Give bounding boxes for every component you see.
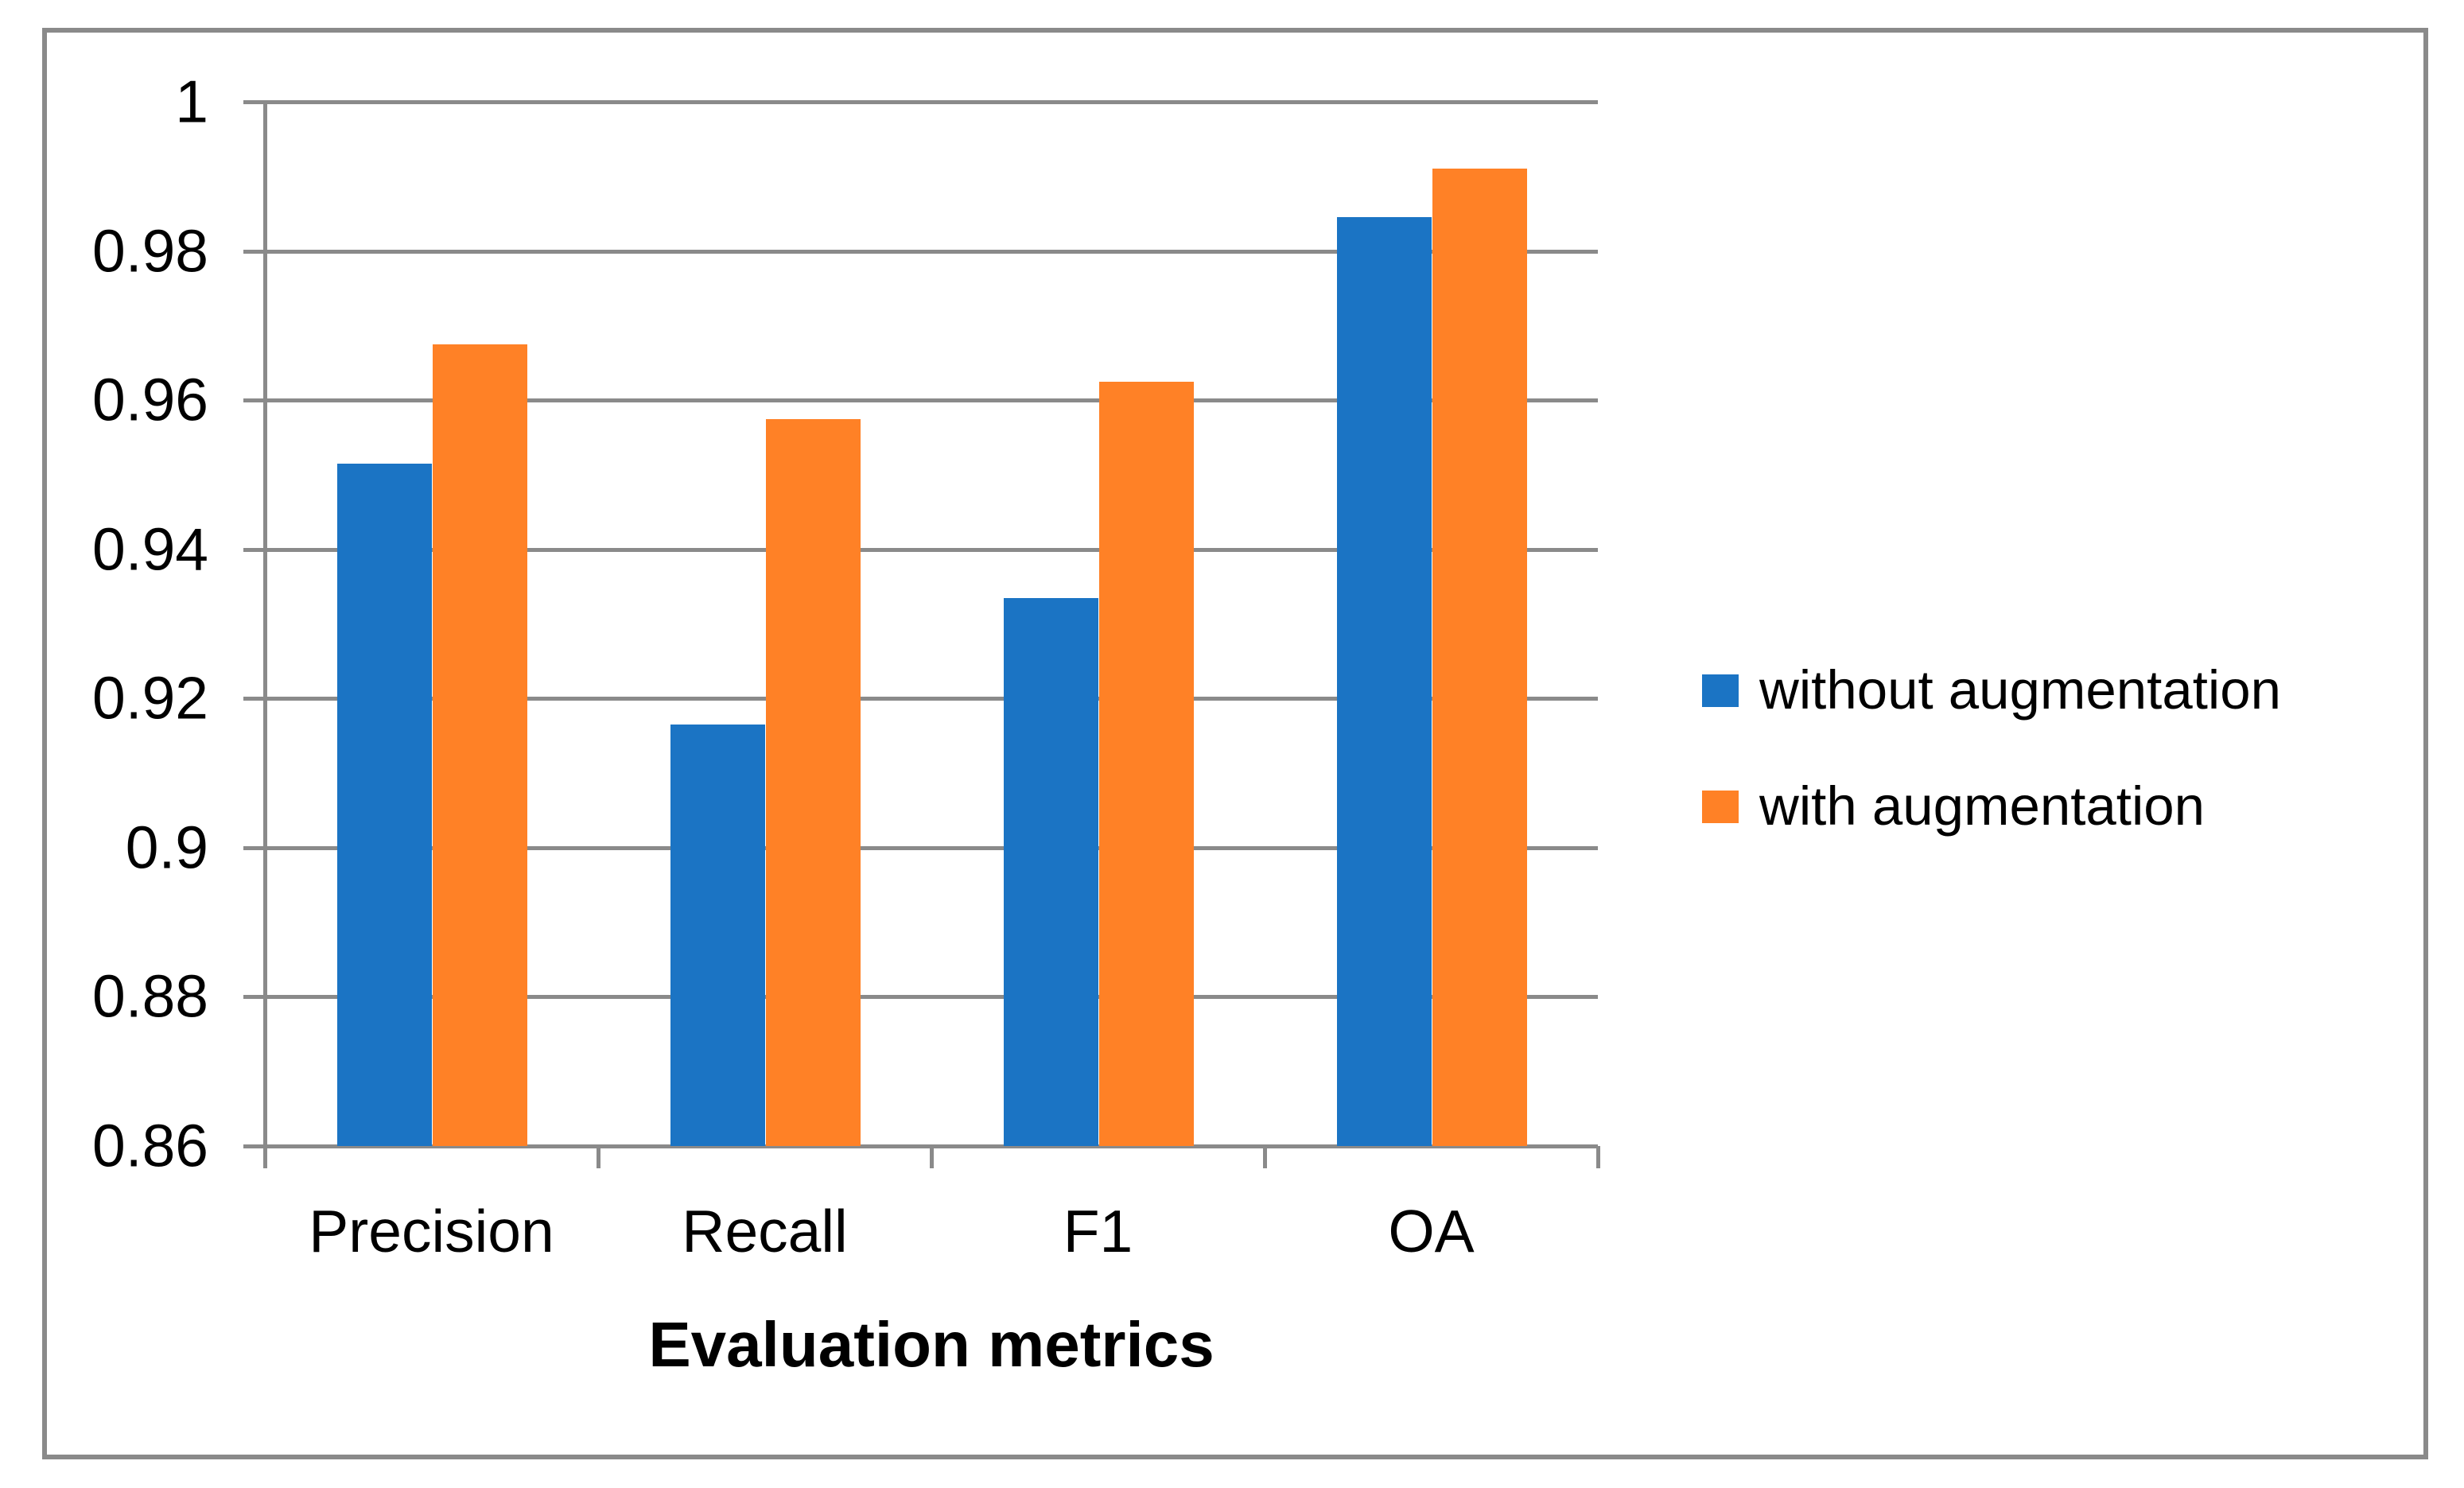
legend: without augmentation with augmentation bbox=[1702, 659, 2281, 891]
y-axis-line bbox=[263, 102, 267, 1168]
x-axis-tick bbox=[1596, 1146, 1600, 1168]
x-axis-tick bbox=[597, 1146, 600, 1168]
y-tick-label: 0.88 bbox=[92, 962, 208, 1030]
bar-with-augmentation-f1 bbox=[1098, 381, 1194, 1146]
legend-item-with-augmentation: with augmentation bbox=[1702, 775, 2281, 838]
gridline bbox=[243, 249, 1598, 254]
bar-without-augmentation-f1 bbox=[1003, 597, 1098, 1146]
y-tick-label: 0.94 bbox=[92, 515, 208, 583]
y-tick-label: 1 bbox=[175, 68, 208, 135]
gridline bbox=[243, 398, 1598, 403]
y-tick-label: 0.96 bbox=[92, 366, 208, 433]
x-category-label: Precision bbox=[309, 1198, 554, 1265]
gridline bbox=[243, 995, 1598, 1000]
legend-item-without-augmentation: without augmentation bbox=[1702, 659, 2281, 722]
gridline bbox=[243, 100, 1598, 104]
x-category-label: Recall bbox=[682, 1198, 848, 1265]
y-tick-label: 0.92 bbox=[92, 664, 208, 732]
x-axis-tick bbox=[1263, 1146, 1267, 1168]
bar-with-augmentation-oa bbox=[1432, 169, 1527, 1146]
gridline bbox=[243, 845, 1598, 850]
gridline bbox=[243, 1144, 1598, 1148]
legend-label: without augmentation bbox=[1759, 659, 2281, 721]
x-axis-tick bbox=[930, 1146, 934, 1168]
bar-with-augmentation-recall bbox=[765, 418, 861, 1146]
gridline bbox=[243, 697, 1598, 701]
bar-without-augmentation-recall bbox=[670, 725, 765, 1146]
y-tick-label: 0.9 bbox=[125, 814, 208, 881]
x-category-label: F1 bbox=[1063, 1198, 1133, 1265]
bar-with-augmentation-precision bbox=[432, 344, 527, 1146]
bar-without-augmentation-oa bbox=[1336, 217, 1432, 1146]
legend-swatch-orange bbox=[1702, 790, 1739, 823]
bar-without-augmentation-precision bbox=[336, 463, 432, 1146]
gridline bbox=[243, 547, 1598, 552]
x-axis-title: Evaluation metrics bbox=[648, 1309, 1215, 1380]
legend-swatch-blue bbox=[1702, 674, 1739, 707]
legend-label: with augmentation bbox=[1759, 775, 2206, 837]
x-axis-tick bbox=[263, 1146, 267, 1168]
x-category-label: OA bbox=[1388, 1198, 1475, 1265]
y-tick-label: 0.98 bbox=[92, 217, 208, 285]
y-tick-label: 0.86 bbox=[92, 1112, 208, 1179]
